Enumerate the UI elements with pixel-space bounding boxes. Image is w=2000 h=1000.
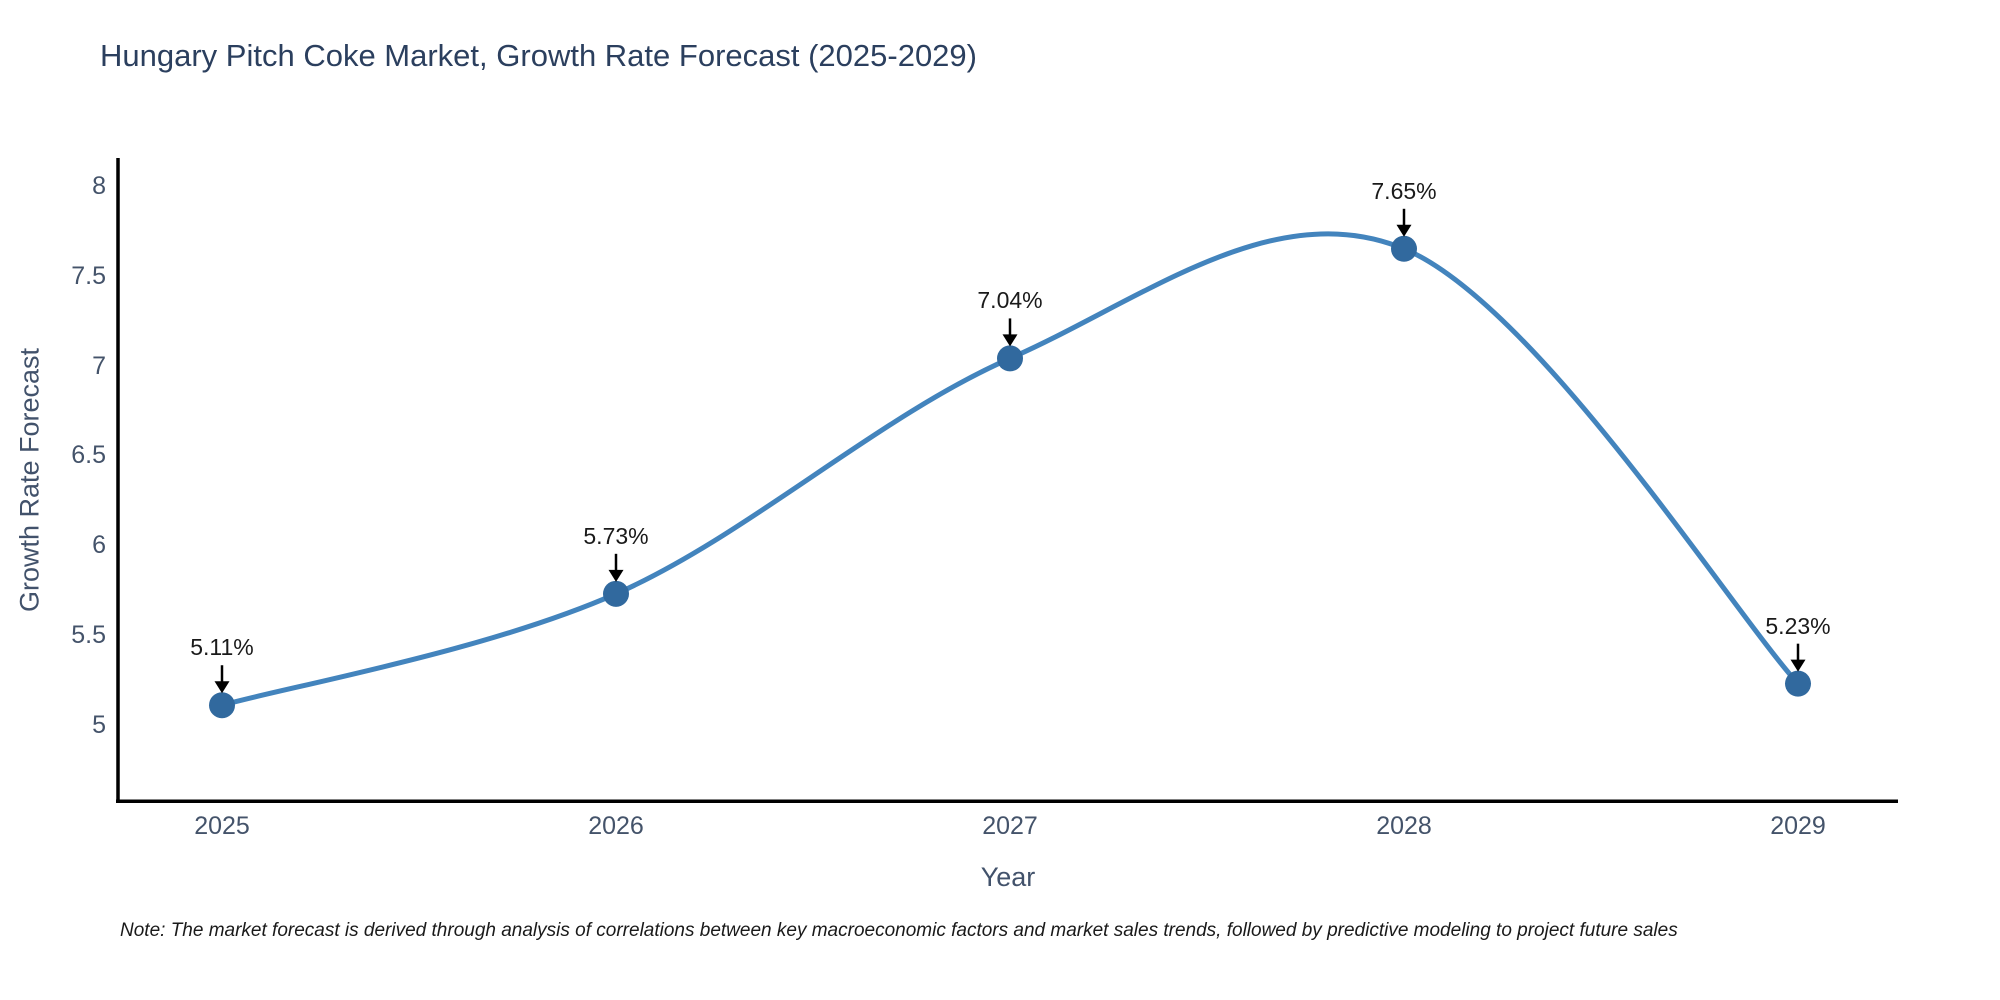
- annotation-arrowhead: [1002, 334, 1018, 347]
- annotation-arrowhead: [214, 681, 230, 694]
- data-point-value-label: 7.04%: [977, 287, 1043, 314]
- y-tick-label: 8: [92, 171, 106, 200]
- y-tick-label: 6: [92, 531, 106, 560]
- y-tick-label: 7: [92, 351, 106, 380]
- data-point-marker: [1391, 235, 1417, 262]
- annotation-arrowhead: [1396, 224, 1412, 237]
- x-axis-title: Year: [980, 862, 1036, 892]
- footnote: Note: The market forecast is derived thr…: [120, 920, 1678, 941]
- data-point-marker: [603, 580, 629, 607]
- growth-rate-line: [219, 231, 1801, 708]
- data-point-marker: [997, 345, 1023, 372]
- y-tick-label: 6.5: [71, 441, 106, 470]
- data-point-value-label: 5.23%: [1765, 612, 1831, 639]
- x-tick-label: 2029: [1770, 812, 1826, 840]
- x-tick-label: 2027: [982, 812, 1038, 840]
- annotation-arrowhead: [1790, 659, 1806, 672]
- data-point-value-label: 5.11%: [190, 634, 254, 661]
- y-tick-label: 5.5: [71, 621, 106, 650]
- x-tick-label: 2025: [194, 812, 250, 840]
- data-point-value-label: 7.65%: [1371, 177, 1437, 204]
- annotation-arrowhead: [608, 569, 624, 582]
- data-point-marker: [209, 692, 235, 719]
- data-point-value-label: 5.73%: [583, 522, 649, 549]
- chart-title: Hungary Pitch Coke Market, Growth Rate F…: [100, 38, 977, 73]
- x-tick-label: 2028: [1376, 812, 1432, 840]
- data-point-marker: [1785, 670, 1811, 697]
- y-tick-label: 5: [92, 711, 106, 739]
- x-tick-label: 2026: [588, 812, 644, 840]
- y-tick-label: 7.5: [71, 261, 106, 290]
